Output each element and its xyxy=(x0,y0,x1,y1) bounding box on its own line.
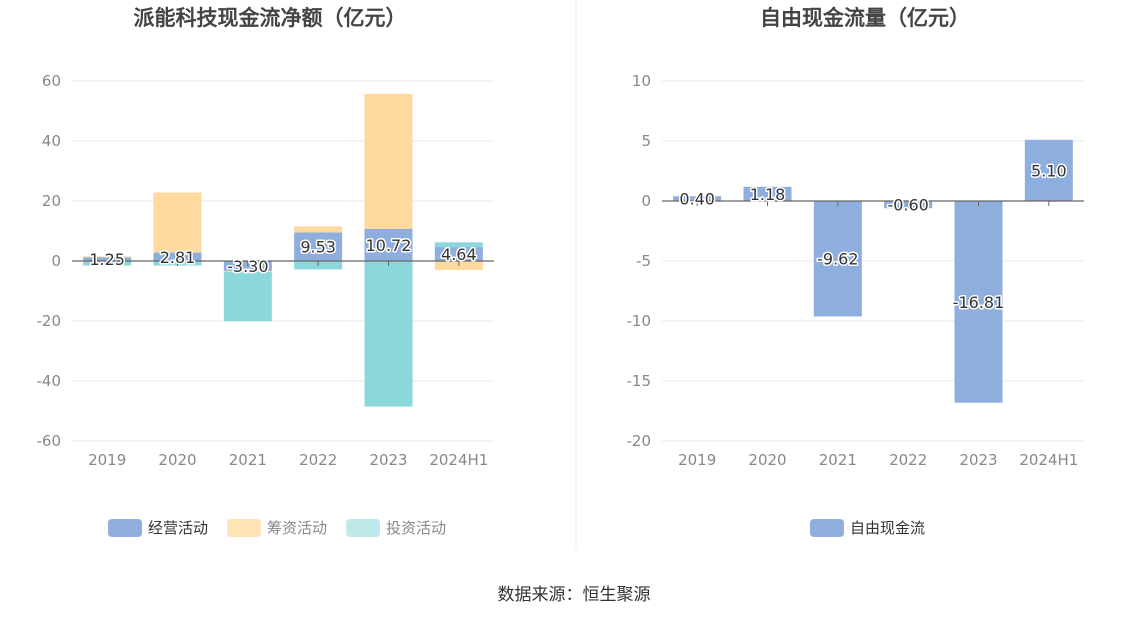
left-y-tick-label: -60 xyxy=(37,432,62,450)
right-data-label: 5.10 xyxy=(1031,161,1067,180)
left-y-tick-label: 0 xyxy=(51,252,61,270)
legend-swatch-fcf xyxy=(810,519,844,537)
left-bar-operating-2023[interactable] xyxy=(364,228,413,261)
right-y-tick-label: 5 xyxy=(641,132,651,150)
left-x-tick-label: 2024H1 xyxy=(429,451,488,469)
legend-label-fcf: 自由现金流 xyxy=(850,519,925,537)
right-legend: 自由现金流 xyxy=(810,519,925,537)
left-y-tick-label: 20 xyxy=(42,192,61,210)
right-y-tick-label: -15 xyxy=(627,372,652,390)
left-x-tick-label: 2023 xyxy=(369,451,407,469)
left-bar-investing-2023[interactable] xyxy=(364,261,413,407)
legend-item-financing[interactable]: 筹资活动 xyxy=(227,519,327,537)
left-y-tick-label: -20 xyxy=(37,312,62,330)
right-y-tick-label: 0 xyxy=(641,192,651,210)
legend-swatch-operating xyxy=(108,519,142,537)
data-source: 数据来源：恒生聚源 xyxy=(497,585,651,605)
right-y-tick-label: -10 xyxy=(627,312,652,330)
legend-item-operating[interactable]: 经营活动 xyxy=(108,519,208,537)
left-legend: 经营活动 筹资活动 投资活动 xyxy=(108,519,446,537)
left-data-label: -3.30 xyxy=(227,257,268,276)
left-x-tick-label: 2020 xyxy=(158,451,196,469)
left-y-tick-label: 40 xyxy=(42,132,61,150)
right-y-tick-label: -5 xyxy=(636,252,651,270)
right-y-tick-label: 10 xyxy=(632,72,651,90)
right-bar-fcf-2019[interactable] xyxy=(673,196,722,201)
left-data-label: 2.81 xyxy=(160,248,196,267)
left-data-label: 1.25 xyxy=(89,250,125,269)
left-data-label: 10.72 xyxy=(366,236,412,255)
left-y-tick-label: 60 xyxy=(42,72,61,90)
right-bar-fcf-2023[interactable] xyxy=(954,201,1003,403)
right-bar-fcf-2021[interactable] xyxy=(813,201,862,317)
left-y-tick-label: -40 xyxy=(37,372,62,390)
left-data-label: 4.64 xyxy=(441,245,477,264)
right-x-tick-label: 2021 xyxy=(819,451,857,469)
right-chart-title: 自由现金流量（亿元） xyxy=(760,6,970,30)
left-bar-financing-2022[interactable] xyxy=(294,226,343,233)
free-cash-flow-chart: 自由现金流量（亿元） 10 5 0 -5 -10 -15 -20 2019 2020 2021 20… xyxy=(627,6,1084,537)
right-data-label: -16.81 xyxy=(953,293,1005,312)
left-bar-financing-2019[interactable] xyxy=(83,256,132,258)
legend-swatch-investing xyxy=(346,519,380,537)
left-data-label: 9.53 xyxy=(300,238,336,257)
left-bar-operating-2019[interactable] xyxy=(83,257,132,261)
left-bar-investing-2024H1[interactable] xyxy=(434,242,483,248)
legend-item-fcf[interactable]: 自由现金流 xyxy=(810,519,925,537)
net-cash-flow-chart: 派能科技现金流净额（亿元） 60 40 20 0 -20 -40 -60 2019 2020 20… xyxy=(37,6,494,537)
left-bar-operating-2020[interactable] xyxy=(153,252,202,261)
right-x-tick-label: 2023 xyxy=(959,451,997,469)
legend-label-investing: 投资活动 xyxy=(386,519,446,537)
legend-label-operating: 经营活动 xyxy=(148,519,208,537)
left-bar-financing-2023[interactable] xyxy=(364,93,413,229)
right-data-label: 1.18 xyxy=(750,185,786,204)
left-bar-financing-2021[interactable] xyxy=(223,270,272,272)
legend-swatch-financing xyxy=(227,519,261,537)
left-chart-title: 派能科技现金流净额（亿元） xyxy=(134,6,407,30)
right-data-label: -9.62 xyxy=(817,250,858,269)
legend-item-investing[interactable]: 投资活动 xyxy=(346,519,446,537)
left-x-tick-label: 2019 xyxy=(88,451,126,469)
right-bar-fcf-2020[interactable] xyxy=(743,186,792,201)
right-x-tick-label: 2019 xyxy=(678,451,716,469)
legend-label-financing: 筹资活动 xyxy=(267,519,327,537)
right-y-tick-label: -20 xyxy=(627,432,652,450)
right-data-label: -0.60 xyxy=(887,196,928,215)
left-bar-operating-2024H1[interactable] xyxy=(434,247,483,261)
left-x-tick-label: 2022 xyxy=(299,451,337,469)
right-x-tick-label: 2022 xyxy=(889,451,927,469)
left-x-tick-label: 2021 xyxy=(229,451,267,469)
left-bar-operating-2022[interactable] xyxy=(294,232,343,261)
left-bar-investing-2021[interactable] xyxy=(223,271,272,322)
right-data-label: 0.40 xyxy=(679,190,715,209)
right-x-tick-label: 2020 xyxy=(748,451,786,469)
left-bar-financing-2020[interactable] xyxy=(153,192,202,253)
right-x-tick-label: 2024H1 xyxy=(1019,451,1078,469)
right-bar-fcf-2024H1[interactable] xyxy=(1024,139,1073,201)
